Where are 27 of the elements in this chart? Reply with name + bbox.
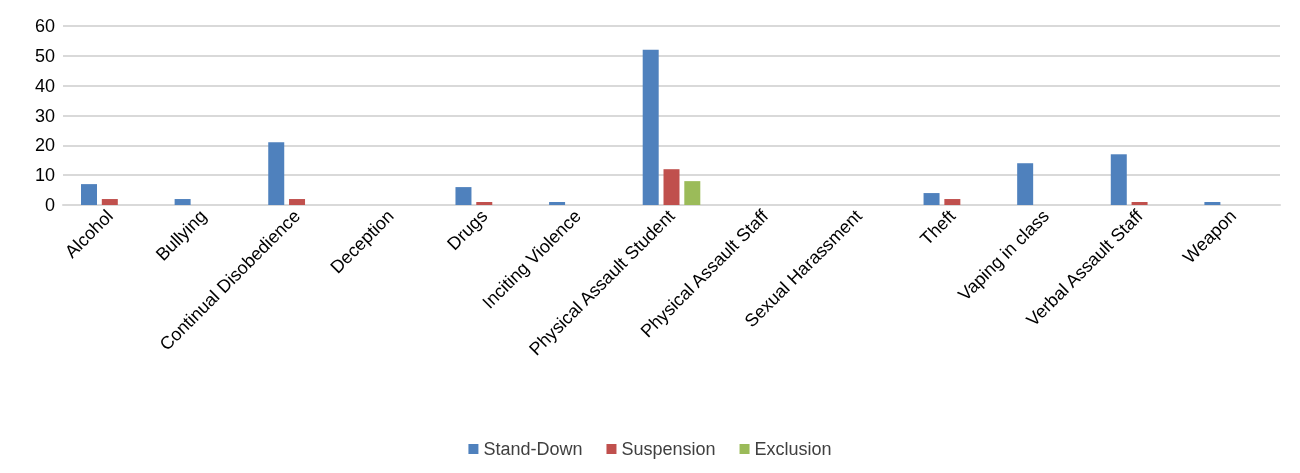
y-tick-label: 30 — [34, 105, 55, 126]
bar — [684, 181, 701, 205]
bar — [923, 193, 940, 205]
bar — [1110, 154, 1127, 205]
bar — [1131, 202, 1148, 205]
bar — [455, 187, 472, 205]
y-tick-label: 20 — [34, 135, 55, 156]
bar — [642, 49, 659, 205]
legend-label: Exclusion — [754, 439, 832, 459]
bar — [289, 199, 306, 205]
bar — [81, 184, 98, 205]
y-tick-label: 10 — [34, 165, 55, 186]
legend-label: Suspension — [621, 439, 716, 459]
bar — [268, 142, 285, 205]
bar — [101, 199, 118, 205]
bar — [549, 202, 566, 205]
bar — [476, 202, 493, 205]
bar — [1017, 163, 1034, 205]
bar — [174, 199, 191, 205]
bar — [944, 199, 961, 205]
legend-label: Stand-Down — [483, 439, 583, 459]
y-tick-label: 60 — [34, 16, 55, 36]
bar — [663, 169, 680, 205]
y-tick-label: 40 — [34, 75, 55, 96]
bar — [1204, 202, 1221, 205]
y-tick-label: 0 — [44, 195, 55, 215]
y-tick-label: 50 — [34, 45, 55, 66]
